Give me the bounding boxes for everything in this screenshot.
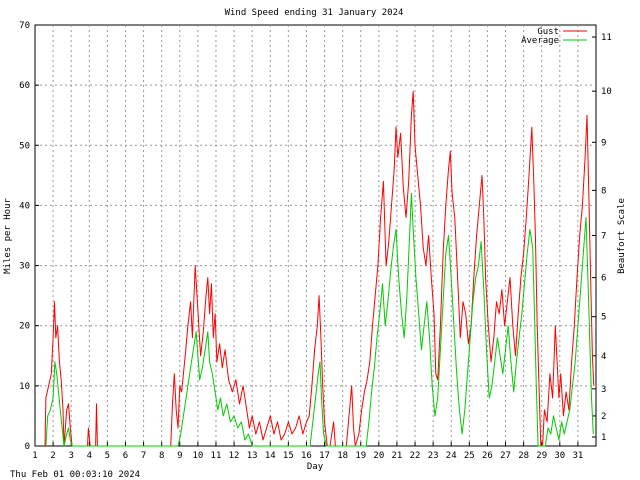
x-tick-label: 15 <box>283 451 294 461</box>
x-tick-label: 29 <box>536 451 547 461</box>
series-line-average <box>45 192 594 447</box>
chart-title: Wind Speed ending 31 January 2024 <box>225 8 404 18</box>
x-tick-label: 18 <box>337 451 348 461</box>
y2-axis-title: Beaufort Scale <box>617 198 627 274</box>
y2-tick-label: 1 <box>601 433 606 443</box>
x-tick-label: 30 <box>554 451 565 461</box>
y2-tick-label: 10 <box>601 87 612 97</box>
legend-label-gust: Gust <box>537 27 559 37</box>
y2-tick-label: 3 <box>601 385 606 395</box>
y2-tick-label: 8 <box>601 186 606 196</box>
y-tick-label: 50 <box>19 141 30 151</box>
y-tick-label: 30 <box>19 262 30 272</box>
y-tick-label: 10 <box>19 382 30 392</box>
y2-tick-label: 5 <box>601 313 606 323</box>
x-tick-label: 7 <box>141 451 146 461</box>
y2-tick-label: 11 <box>601 33 612 43</box>
y2-tick-label: 6 <box>601 274 606 284</box>
y-axis-ticks: 0 10 20 30 40 50 60 70 <box>19 21 39 452</box>
y2-tick-label: 2 <box>601 412 606 422</box>
x-tick-label: 10 <box>192 451 203 461</box>
footer-timestamp: Thu Feb 01 00:03:10 2024 <box>10 470 140 480</box>
x-tick-label: 13 <box>247 451 258 461</box>
x-tick-label: 14 <box>265 451 276 461</box>
y-tick-label: 70 <box>19 21 30 31</box>
x-tick-label: 31 <box>572 451 583 461</box>
x-tick-label: 12 <box>229 451 240 461</box>
y2-tick-label: 7 <box>601 232 606 242</box>
x-tick-label: 20 <box>373 451 384 461</box>
x-tick-label: 11 <box>211 451 222 461</box>
x-tick-label: 19 <box>355 451 366 461</box>
y-tick-label: 0 <box>25 442 30 452</box>
x-tick-label: 9 <box>177 451 182 461</box>
x-tick-label: 26 <box>482 451 493 461</box>
y-axis-title: Miles per Hour <box>3 197 13 273</box>
x-tick-label: 16 <box>301 451 312 461</box>
x-tick-label: 17 <box>319 451 330 461</box>
legend: Gust Average <box>521 27 587 46</box>
x-tick-label: 5 <box>105 451 110 461</box>
x-tick-label: 1 <box>32 451 37 461</box>
x-tick-label: 24 <box>446 451 457 461</box>
x-axis-ticks: 1 2 3 4 5 6 7 8 9 10 11 12 13 14 15 16 17 18 19 20 21 22 23 24 2… <box>32 442 583 461</box>
x-tick-label: 25 <box>464 451 475 461</box>
grid-lines <box>35 25 596 446</box>
x-tick-label: 8 <box>159 451 164 461</box>
x-tick-label: 3 <box>68 451 73 461</box>
beaufort-axis-ticks: 1 2 3 4 5 6 7 8 9 10 11 <box>592 33 612 443</box>
x-tick-label: 27 <box>500 451 511 461</box>
x-tick-label: 28 <box>518 451 529 461</box>
x-tick-label: 23 <box>428 451 439 461</box>
x-tick-label: 22 <box>410 451 421 461</box>
y-tick-label: 60 <box>19 81 30 91</box>
series-lines <box>44 90 595 447</box>
y-tick-label: 20 <box>19 322 30 332</box>
plot-area <box>34 24 597 447</box>
y2-tick-label: 9 <box>601 138 606 148</box>
x-axis-title: Day <box>307 462 324 472</box>
legend-label-average: Average <box>521 36 559 46</box>
x-tick-label: 21 <box>392 451 403 461</box>
y-tick-label: 40 <box>19 201 30 211</box>
x-tick-label: 2 <box>50 451 55 461</box>
series-line-gust <box>44 90 595 447</box>
x-tick-label: 6 <box>123 451 128 461</box>
x-tick-label: 4 <box>87 451 92 461</box>
y2-tick-label: 4 <box>601 352 606 362</box>
